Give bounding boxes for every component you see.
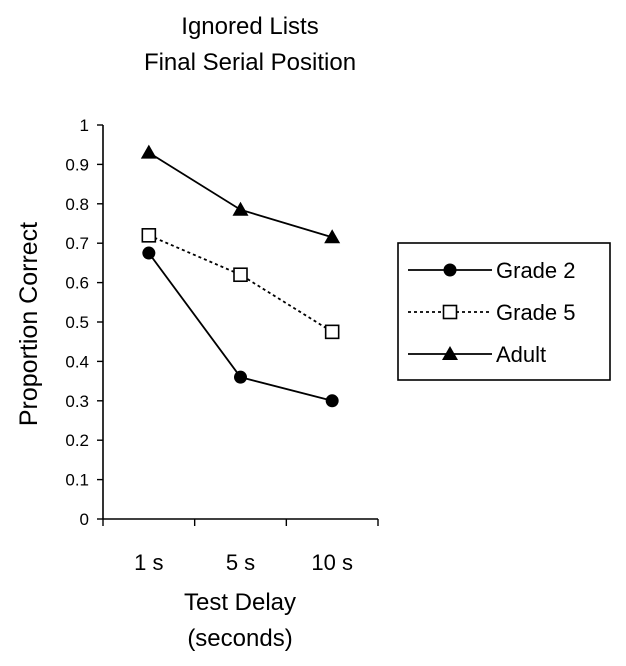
legend-items: Grade 2 Grade 5 Adult	[408, 258, 576, 367]
y-axis-label: Proportion Correct	[15, 222, 43, 426]
data-point-triangle	[140, 144, 157, 159]
legend-label: Adult	[496, 342, 546, 367]
x-axis-label: Test Delay (seconds)	[184, 589, 296, 652]
legend-box	[397, 242, 611, 381]
y-tick-label: 0	[80, 510, 89, 529]
y-tick-label: 0.2	[65, 431, 89, 450]
data-point-square	[442, 304, 458, 320]
legend-item-grade-5: Grade 5	[408, 300, 576, 325]
y-axis-ticks: 0 0.1 0.2 0.3 0.4 0.5 0.6 0.7 0.8 0.9 1	[65, 116, 103, 529]
x-axis-label-line-2: (seconds)	[187, 625, 292, 652]
data-point-square	[233, 267, 248, 283]
y-tick-label: 0.9	[65, 155, 89, 174]
series-grade-5	[141, 228, 340, 340]
data-point-triangle	[232, 201, 249, 216]
series-line-adult	[148, 151, 333, 239]
x-axis-ticks: 1 s 5 s 10 s	[102, 519, 379, 575]
y-tick-label: 0.4	[65, 352, 89, 371]
y-tick-label: 0.1	[65, 471, 89, 490]
chart-title-line-1: Ignored Lists	[181, 13, 318, 40]
y-tick-label: 0.8	[65, 195, 89, 214]
y-tick-label: 0.7	[65, 234, 89, 253]
data-point-square	[141, 228, 157, 243]
series-adult	[140, 144, 341, 244]
data-point-circle	[234, 370, 247, 384]
legend-item-adult: Adult	[408, 342, 546, 367]
x-tick-label: 10 s	[311, 550, 353, 575]
series-line-grade-5	[148, 234, 333, 333]
x-axis-label-line-1: Test Delay	[184, 589, 296, 616]
data-point-circle	[325, 394, 339, 408]
legend-item-grade-2: Grade 2	[408, 258, 576, 283]
data-point-circle	[443, 263, 457, 277]
data-point-square	[324, 324, 340, 340]
x-tick-label: 1 s	[134, 550, 163, 575]
y-tick-label: 0.6	[65, 274, 89, 293]
y-tick-label: 0.5	[65, 313, 89, 332]
data-point-triangle	[442, 346, 458, 360]
legend: Grade 2 Grade 5 Adult	[397, 242, 611, 381]
y-tick-label: 0.3	[65, 392, 89, 411]
series-layer	[140, 144, 341, 408]
y-tick-label: 1	[80, 116, 89, 135]
x-tick-label: 5 s	[226, 550, 255, 575]
legend-label: Grade 5	[496, 300, 576, 325]
series-grade-2	[142, 246, 339, 408]
data-point-triangle	[324, 229, 341, 244]
chart-title: Ignored Lists Final Serial Position	[144, 13, 356, 76]
chart-title-line-2: Final Serial Position	[144, 49, 356, 76]
legend-label: Grade 2	[496, 258, 576, 283]
data-point-circle	[142, 246, 156, 260]
